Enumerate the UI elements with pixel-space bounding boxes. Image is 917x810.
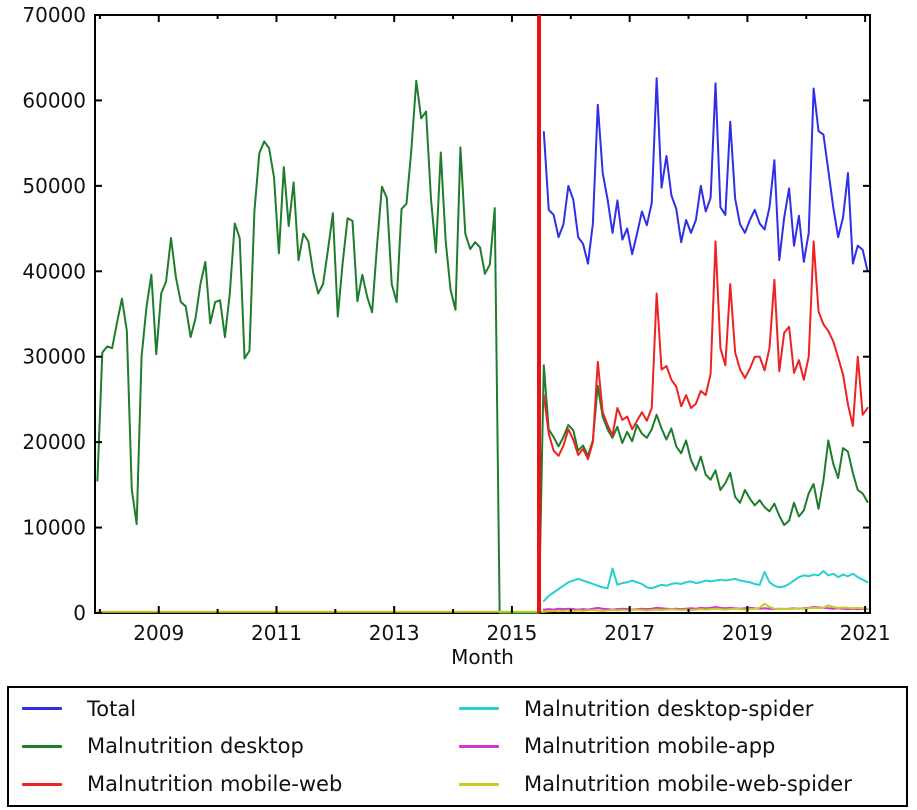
plot-background — [0, 0, 917, 683]
legend-label: Total — [87, 696, 137, 721]
x-axis-label: Month — [451, 645, 514, 669]
legend-line-swatch — [22, 707, 62, 711]
series-line-malnutrition-desktop-spider — [542, 567, 869, 603]
legend-line-swatch — [459, 707, 499, 711]
axes-spines — [94, 14, 871, 614]
legend-item-malnutrition-desktop-spider: Malnutrition desktop-spider — [446, 690, 906, 728]
legend-label: Malnutrition mobile-web-spider — [524, 772, 852, 797]
legend-item-malnutrition-desktop: Malnutrition desktop — [9, 728, 446, 766]
y-tick-label: 70000 — [22, 3, 86, 27]
legend-label: Malnutrition desktop — [87, 734, 304, 759]
x-tick-label: 2017 — [604, 621, 655, 645]
x-tick-label: 2013 — [369, 621, 420, 645]
chart-legend: Total Malnutrition desktop Malnutrition mo… — [7, 686, 908, 807]
legend-item-malnutrition-mobile-web: Malnutrition mobile-web — [9, 765, 446, 803]
x-tick-label: 2015 — [486, 621, 537, 645]
legend-item-total: Total — [9, 690, 446, 728]
legend-line-swatch — [22, 782, 62, 786]
series-line-malnutrition-desktop — [96, 79, 869, 614]
y-tick-label: 30000 — [22, 345, 86, 369]
y-tick-label: 20000 — [22, 430, 86, 454]
legend-line-swatch — [459, 782, 499, 786]
legend-line-swatch — [22, 744, 62, 748]
legend-item-malnutrition-mobile-app: Malnutrition mobile-app — [446, 728, 906, 766]
legend-line-swatch — [459, 744, 499, 748]
x-tick-label: 2011 — [251, 621, 302, 645]
series-line-malnutrition-mobile-web-spider — [96, 602, 869, 613]
legend-label: Malnutrition desktop-spider — [524, 696, 814, 721]
y-tick-label: 10000 — [22, 516, 86, 540]
x-tick-label: 2019 — [722, 621, 773, 645]
x-tick-label: 2009 — [133, 621, 184, 645]
y-tick-label: 40000 — [22, 259, 86, 283]
y-tick-label: 0 — [73, 601, 86, 625]
series-line-total — [542, 77, 869, 273]
series-line-malnutrition-mobile-web — [542, 240, 869, 461]
legend-label: Malnutrition mobile-web — [87, 772, 343, 797]
x-tick-label: 2021 — [840, 621, 891, 645]
legend-item-malnutrition-mobile-web-spider: Malnutrition mobile-web-spider — [446, 765, 906, 803]
y-tick-label: 60000 — [22, 88, 86, 112]
line-chart-plot: 0 10000 20000 30000 40000 50000 60000 70000 2009… — [0, 0, 917, 683]
y-tick-label: 50000 — [22, 174, 86, 198]
legend-label: Malnutrition mobile-app — [524, 734, 776, 759]
